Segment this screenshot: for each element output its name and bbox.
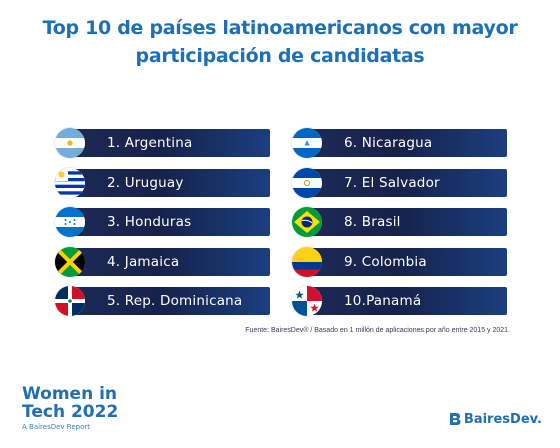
item-label: 2. Uruguay [107,174,184,191]
page-title: Top 10 de países latinoamericanos con ma… [0,14,560,70]
item-bar: 9. Colombia [306,247,507,276]
list-item: 8. Brasil [292,207,507,237]
list-item: 2. Uruguay [55,167,270,198]
uruguay-flag-icon [55,167,85,198]
list-item: 3. Honduras [55,207,270,237]
argentina-flag-icon [55,128,85,158]
item-label: 5. Rep. Dominicana [107,293,243,309]
ranking-column-left: 1. Argentina 2. Uruguay 3. Honduras 4. J… [55,128,270,326]
report-subtitle: A BairesDev Report [22,423,90,431]
title-line-2: participación de candidatas [135,45,425,67]
colombia-flag-icon [292,246,322,277]
item-label: 4. Jamaica [107,253,180,270]
item-bar: 6. Nicaragua [306,129,507,157]
source-note: Fuente: BairesDev® / Basado en 1 millón … [245,327,510,334]
el-salvador-flag-icon [292,167,322,198]
item-label: 6. Nicaragua [344,135,433,151]
item-bar: 2. Uruguay [69,168,270,197]
list-item: 9. Colombia [292,246,507,277]
list-item: 5. Rep. Dominicana [55,286,270,316]
bairesdev-logo: BairesDev. [448,410,542,428]
item-label: 1. Argentina [107,135,193,151]
logo-text: BairesDev. [463,411,542,427]
nicaragua-flag-icon [292,128,322,158]
item-label: 10.Panamá [344,293,422,309]
report-title-line-1: Women in [22,384,118,404]
jamaica-flag-icon [55,246,85,277]
ranking-column-right: 6. Nicaragua 7. El Salvador 8. Brasil 9.… [292,128,507,326]
list-item: 10.Panamá [292,286,507,316]
item-bar: 3. Honduras [69,208,270,236]
item-bar: 7. El Salvador [306,168,507,197]
honduras-flag-icon [55,207,85,237]
panama-flag-icon [292,286,322,316]
list-item: 4. Jamaica [55,246,270,277]
item-bar: 4. Jamaica [69,247,270,276]
bairesdev-logo-icon [448,412,462,426]
item-bar: 1. Argentina [69,129,270,157]
item-label: 3. Honduras [107,214,192,230]
list-item: 7. El Salvador [292,167,507,198]
title-line-1: Top 10 de países latinoamericanos con ma… [42,17,518,39]
report-title: Women in Tech 2022 A BairesDev Report [22,385,118,432]
list-item: 1. Argentina [55,128,270,158]
report-title-line-2: Tech 2022 [22,402,119,422]
item-bar: 5. Rep. Dominicana [69,287,270,315]
dominican-republic-flag-icon [55,286,85,316]
list-item: 6. Nicaragua [292,128,507,158]
item-bar: 10.Panamá [306,287,507,315]
item-label: 8. Brasil [344,214,401,230]
brazil-flag-icon [292,207,322,237]
item-label: 7. El Salvador [344,174,440,191]
item-bar: 8. Brasil [306,208,507,236]
item-label: 9. Colombia [344,253,427,270]
